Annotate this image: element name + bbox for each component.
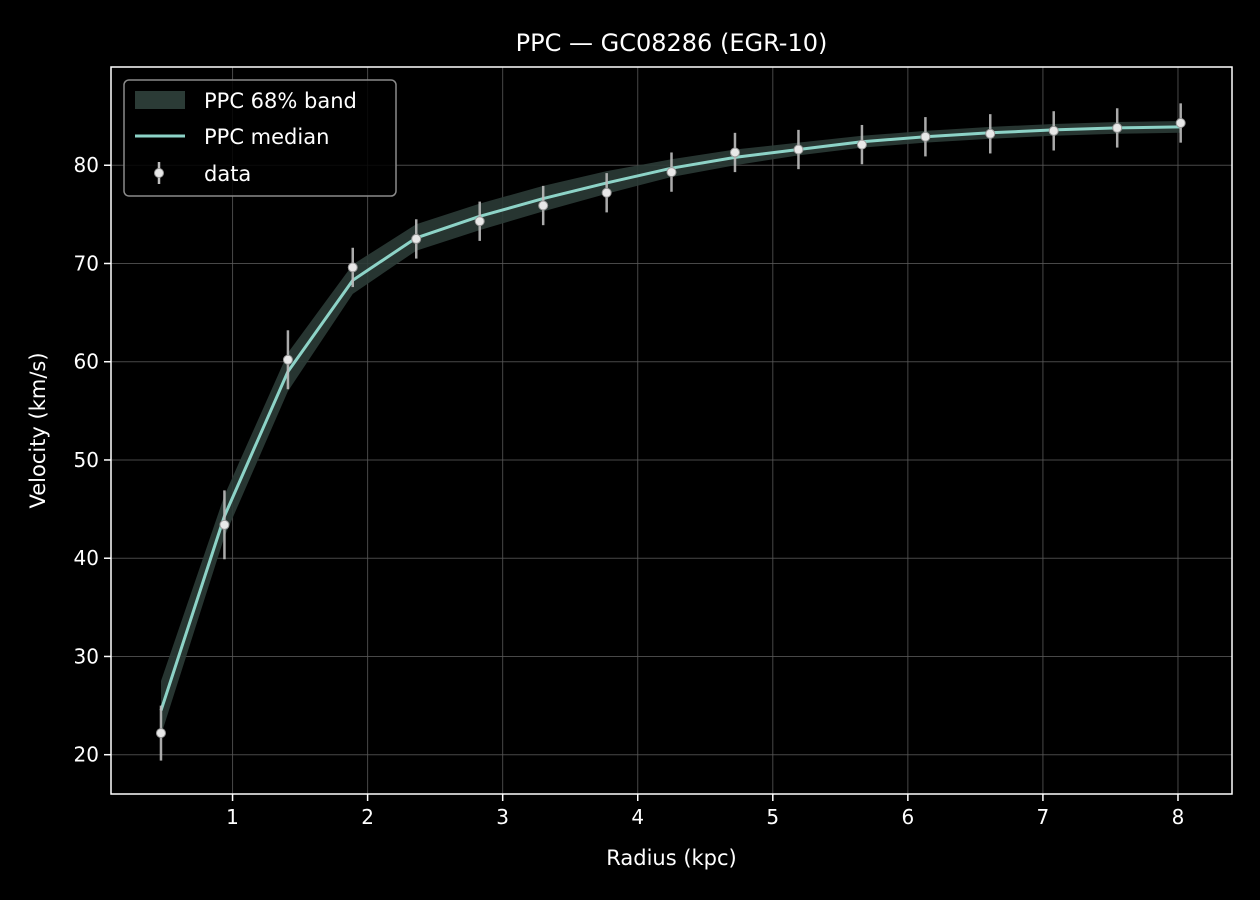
data-point: [282, 354, 293, 365]
y-tick-label: 50: [74, 448, 99, 472]
data-point: [856, 139, 867, 150]
x-tick-label: 7: [1037, 805, 1050, 829]
data-point: [474, 216, 485, 227]
data-point: [1175, 117, 1186, 128]
data-point: [666, 167, 677, 178]
y-tick-label: 70: [74, 251, 99, 275]
chart-title: PPC — GC08286 (EGR-10): [516, 29, 828, 57]
legend-data-label: data: [204, 162, 251, 186]
legend-band-swatch: [135, 91, 185, 109]
data-point: [155, 728, 166, 739]
data-point: [538, 200, 549, 211]
data-point: [985, 128, 996, 139]
data-point: [1112, 122, 1123, 133]
data-point: [601, 187, 612, 198]
data-point: [920, 131, 931, 142]
y-axis-label: Velocity (km/s): [26, 352, 50, 508]
x-tick-label: 6: [901, 805, 914, 829]
y-tick-label: 80: [74, 153, 99, 177]
x-axis-label: Radius (kpc): [606, 846, 737, 870]
legend-band-label: PPC 68% band: [204, 89, 357, 113]
x-tick-label: 2: [361, 805, 374, 829]
legend-box: [123, 79, 397, 197]
legend: PPC 68% band PPC median data: [123, 79, 397, 197]
plot-area: [155, 103, 1186, 761]
legend-median-label: PPC median: [204, 125, 329, 149]
data-point: [411, 233, 422, 244]
axes-frame: [110, 66, 1233, 795]
ticks: 1 2 3 4 5 6 7 8 20 30 40 50 60 70 80: [74, 153, 1185, 829]
legend-data-marker: [154, 168, 164, 178]
data-point: [1048, 125, 1059, 136]
data-point: [729, 147, 740, 158]
x-tick-label: 3: [496, 805, 509, 829]
x-tick-label: 1: [226, 805, 239, 829]
x-tick-label: 5: [766, 805, 779, 829]
y-tick-label: 30: [74, 644, 99, 668]
y-tick-label: 20: [74, 743, 99, 767]
data-point: [219, 519, 230, 530]
y-tick-label: 60: [74, 350, 99, 374]
x-tick-label: 8: [1172, 805, 1185, 829]
data-point: [793, 144, 804, 155]
data-point: [347, 262, 358, 273]
y-tick-label: 40: [74, 546, 99, 570]
x-tick-label: 4: [631, 805, 644, 829]
